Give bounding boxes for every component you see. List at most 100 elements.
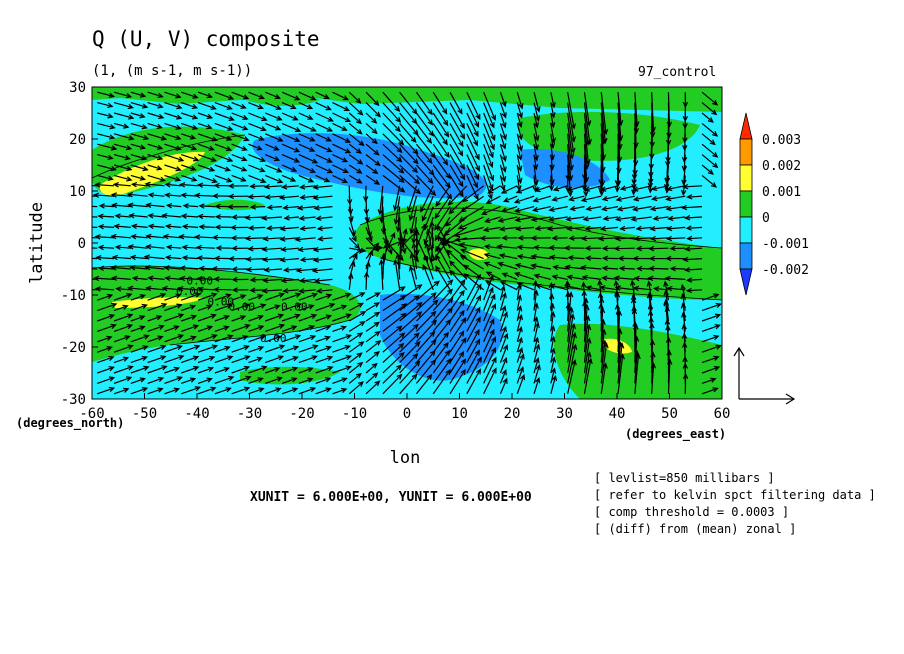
wind-vector-head [664,275,671,282]
wind-vector-head [614,186,621,193]
wind-vector [567,344,577,384]
corner-label: 97_control [638,65,716,80]
wind-vector-head [617,255,624,262]
wind-vector-head [710,377,717,383]
wind-vector [265,293,284,301]
wind-vector [687,278,703,281]
wind-vector [501,206,518,212]
wind-vector [147,315,162,322]
wind-vector [166,256,182,260]
wind-vector-head [192,93,199,99]
wind-vector-head [517,112,524,119]
wind-vector-head [565,225,573,232]
wind-vector-head [484,217,491,223]
wind-vector [248,102,263,109]
wind-vector-head [490,134,496,142]
wind-vector [483,164,493,190]
wind-vector-head [429,220,435,227]
wind-vector [281,143,300,153]
wind-vector [449,351,464,374]
wind-vector-head [261,288,268,294]
wind-vector-head [497,261,504,268]
wind-vector-head [225,293,232,299]
wind-vector-head [636,265,643,272]
x-tick-label: 60 [714,406,731,422]
wind-vector-head [713,365,721,372]
wind-vector [617,102,622,141]
wind-vector [265,335,281,343]
wind-vector [534,274,552,280]
wind-vector [415,143,433,164]
wind-vector [549,206,568,211]
wind-vector [130,174,145,180]
wind-vector [533,281,537,301]
wind-vector [653,216,669,220]
wind-vector-head [159,176,166,182]
wind-vector-head [445,173,451,180]
wind-vector [298,122,316,132]
wind-vector [567,314,574,353]
wind-vector-head [496,244,503,250]
wind-vector [214,112,234,121]
wind-vector [167,246,182,249]
wind-vector-head [196,255,203,261]
wind-vector [382,253,385,280]
field-yellow-se [600,338,632,354]
wind-vector-head [181,244,188,251]
wind-vector [265,305,280,312]
wind-vector [483,368,497,395]
wind-vector [248,164,265,172]
wind-vector [95,184,115,187]
wind-vector-head [278,323,286,329]
wind-vector-head [326,157,333,163]
wind-vector-head [713,334,720,341]
wind-vector [687,195,703,198]
wind-vector [483,304,496,332]
wind-vector [318,226,333,230]
wind-vector-head [291,387,299,393]
x-tick-label: -50 [132,406,157,422]
wind-vector [602,267,619,270]
wind-vector-head [158,113,165,120]
wind-vector [147,143,163,150]
wind-vector-head [400,294,407,301]
wind-vector [553,266,568,270]
wind-vector-head [279,236,286,242]
x-axis: -60 -50 -40 -30 -20 -10 0 10 20 30 40 50 60 [79,393,730,422]
wind-vector-head [535,106,541,113]
wind-vector [586,206,602,210]
wind-vector-head [92,192,100,198]
wind-vector-field [92,91,722,395]
wind-vector [466,369,481,395]
wind-vector-head [665,205,672,212]
wind-vector [466,91,481,120]
wind-vector-head [685,225,692,231]
wind-vector-head [291,366,299,372]
wind-vector [567,123,573,159]
wind-vector [94,277,115,280]
wind-vector-head [198,265,205,272]
wind-vector-head [208,145,215,151]
wind-vector [180,183,199,187]
wind-vector-head [374,311,381,318]
wind-vector [197,314,216,322]
wind-vector-head [475,306,481,313]
wind-vector [617,112,621,149]
wind-vector-head [356,168,363,174]
wind-vector [178,287,199,291]
wind-vector-head [472,140,478,147]
wind-vector-head [326,126,334,132]
wind-vector-head [432,299,439,306]
wind-vector-head [313,277,321,284]
wind-vector [348,381,364,395]
wind-vector-head [110,265,117,271]
wind-vector-head [231,287,238,293]
wind-vector-head [669,245,676,252]
wind-vector [582,276,602,280]
wind-vector-head [344,148,352,154]
wind-vector-head [189,134,197,140]
wind-vector-head [258,94,266,100]
wind-vector [427,229,434,259]
wind-vector-head [290,104,297,110]
wind-vector-head [501,305,507,312]
